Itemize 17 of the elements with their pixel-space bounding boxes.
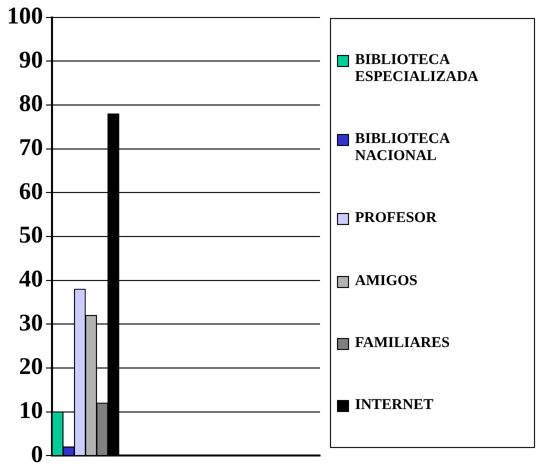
y-tick-label: 0 [31, 442, 43, 468]
y-tick-label: 90 [19, 47, 43, 74]
y-tick-label: 50 [19, 222, 43, 249]
legend-label: FAMILIARES [355, 334, 450, 352]
legend-label: BIBLIOTECA NACIONAL [355, 130, 451, 165]
y-tick-label: 10 [19, 398, 43, 424]
legend-label: AMIGOS [355, 272, 418, 290]
legend-label: PROFESOR [355, 210, 437, 228]
y-tick-label: 60 [19, 178, 43, 205]
y-tick-label: 80 [19, 91, 43, 118]
y-tick-label: 20 [19, 354, 43, 380]
legend-label: BIBLIOTECA ESPECIALIZADA [355, 52, 480, 86]
legend-label: INTERNET [355, 397, 434, 414]
y-tick-label: 40 [19, 266, 43, 293]
y-tick-label: 30 [19, 310, 43, 336]
y-tick-label: 70 [19, 135, 43, 162]
y-tick-label: 100 [7, 4, 43, 30]
